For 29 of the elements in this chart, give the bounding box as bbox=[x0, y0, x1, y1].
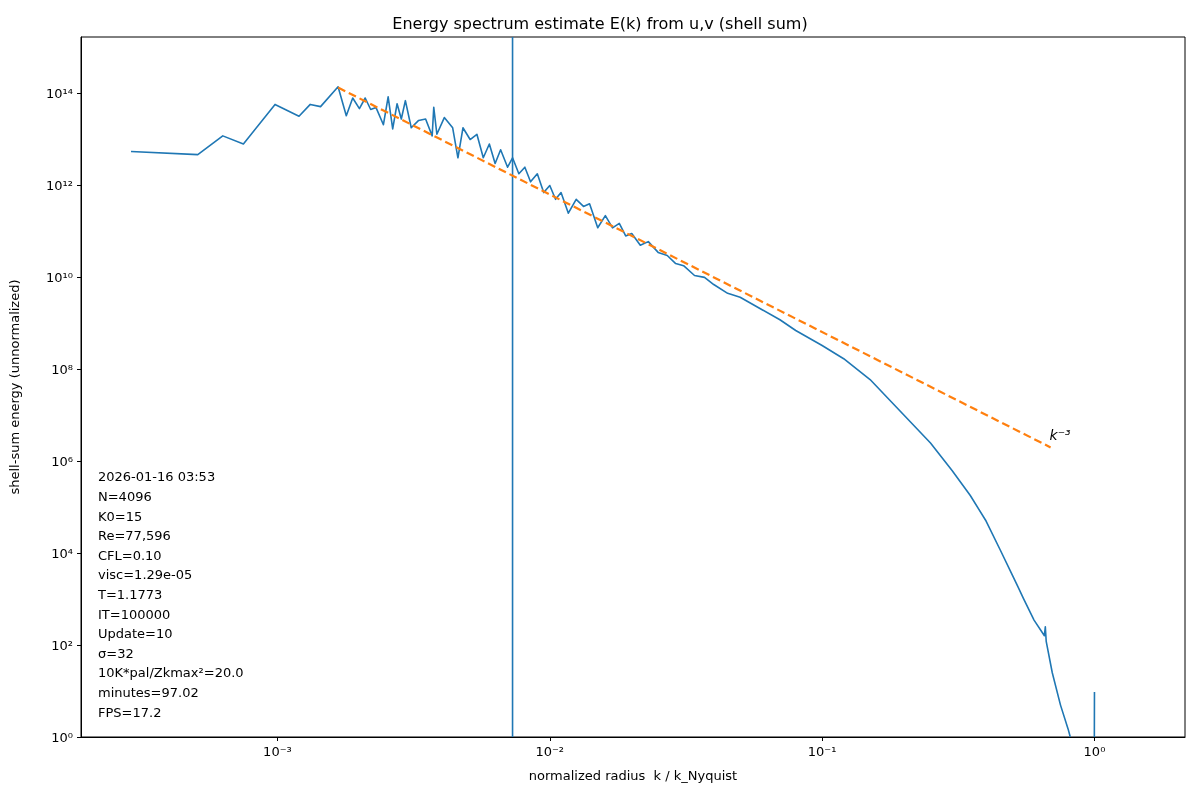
annotation: Update=10 bbox=[98, 626, 173, 642]
y-tick-label: 10¹² bbox=[46, 177, 73, 193]
x-tick-label: 10⁻² bbox=[535, 744, 565, 759]
annotation: 2026-01-16 03:53 bbox=[98, 469, 216, 485]
annotation: FPS=17.2 bbox=[98, 704, 162, 720]
y-tick-label: 10⁶ bbox=[51, 453, 73, 469]
annotation: N=4096 bbox=[98, 489, 152, 505]
x-tick-label: 10⁻³ bbox=[263, 744, 292, 759]
y-axis-title: shell-sum energy (unnormalized) bbox=[7, 279, 22, 495]
y-tick-label: 10⁸ bbox=[51, 361, 73, 377]
annotation: k⁻³ bbox=[1049, 427, 1072, 444]
annotation: CFL=0.10 bbox=[98, 547, 162, 563]
annotation: σ=32 bbox=[98, 645, 134, 661]
annotation: minutes=97.02 bbox=[98, 685, 199, 701]
x-tick-label: 10⁻¹ bbox=[807, 744, 837, 759]
annotation: visc=1.29e-05 bbox=[98, 567, 193, 583]
y-tick-label: 10⁰ bbox=[51, 729, 73, 745]
annotation: Re=77,596 bbox=[98, 528, 171, 544]
chart-title: Energy spectrum estimate E(k) from u,v (shell sum) bbox=[392, 13, 808, 33]
y-tick-label: 10² bbox=[51, 637, 73, 653]
x-axis-title: normalized radius k / k_Nyquist bbox=[528, 768, 738, 783]
annotation: 10K*pal/Zkmax²=20.0 bbox=[98, 665, 244, 681]
annotation: K0=15 bbox=[98, 508, 143, 524]
y-tick-label: 10¹⁰ bbox=[46, 269, 73, 285]
annotation: IT=100000 bbox=[98, 606, 171, 622]
x-tick-label: 10⁰ bbox=[1083, 744, 1106, 759]
annotation: T=1.1773 bbox=[97, 587, 163, 603]
y-tick-label: 10¹⁴ bbox=[46, 86, 73, 102]
y-tick-label: 10⁴ bbox=[51, 545, 73, 561]
